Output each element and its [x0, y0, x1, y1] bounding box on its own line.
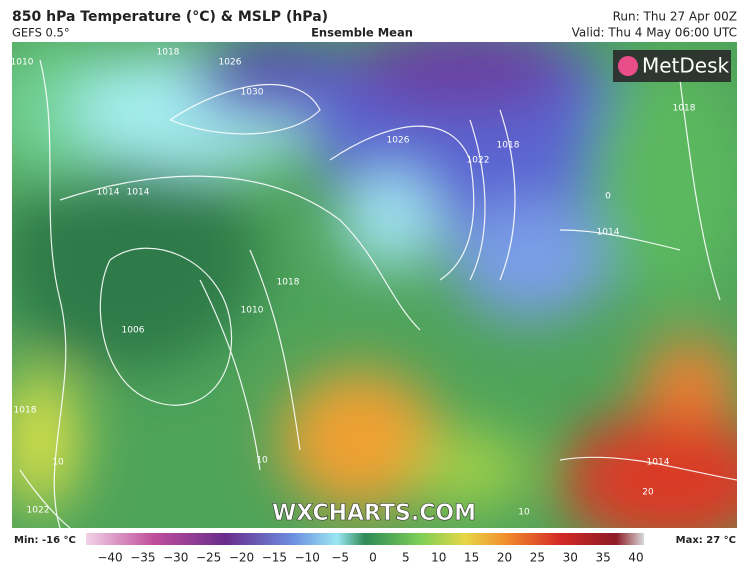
- colorbar-tick: 30: [563, 551, 578, 565]
- min-label: Min: -16 °C: [14, 535, 76, 546]
- isobar-label: 1018: [673, 104, 696, 114]
- isobar-label: 1026: [387, 136, 410, 146]
- colorbar-tick: 40: [628, 551, 643, 565]
- colorbar-tick: 0: [369, 551, 377, 565]
- colorbar-tick: −35: [130, 551, 155, 565]
- isobar-label: 1014: [97, 188, 120, 198]
- colorbar: [86, 533, 644, 545]
- isobar-label: 1018: [277, 278, 300, 288]
- isobar-label: 1014: [647, 458, 670, 468]
- isobar-label: 1026: [219, 58, 242, 68]
- valid: Valid: Thu 4 May 06:00 UTC: [572, 26, 737, 40]
- colorbar-tick: 35: [595, 551, 610, 565]
- colorbar-tick: 10: [431, 551, 446, 565]
- isobar-label: 1022: [467, 156, 490, 166]
- colorbar-tick: −25: [196, 551, 221, 565]
- isobar-label: 0: [605, 192, 611, 202]
- map: [12, 42, 737, 528]
- isobar-label: 10: [52, 458, 64, 468]
- isobar-label: 1014: [597, 228, 620, 238]
- subtitle: Ensemble Mean: [311, 26, 413, 40]
- watermark: WXCHARTS.COM: [272, 501, 476, 526]
- colorbar-tick: −15: [262, 551, 287, 565]
- colorbar-tick: 20: [497, 551, 512, 565]
- isobar-label: 1018: [497, 141, 520, 151]
- colorbar-tick: −10: [295, 551, 320, 565]
- isobar-label: 1014: [127, 188, 150, 198]
- colorbar-tick: −40: [97, 551, 122, 565]
- isobar-label: 10: [518, 508, 530, 518]
- isobars: [19, 59, 737, 528]
- model: GEFS 0.5°: [12, 26, 70, 40]
- isobar-label: 10: [256, 456, 268, 466]
- isobar-label: 1030: [241, 88, 264, 98]
- isobar-label: 20: [642, 488, 654, 498]
- colorbar-tick: 15: [464, 551, 479, 565]
- title: 850 hPa Temperature (°C) & MSLP (hPa): [12, 9, 328, 25]
- isobar-label: 1018: [157, 48, 180, 58]
- isobar-label: 1022: [27, 506, 50, 516]
- max-label: Max: 27 °C: [676, 535, 736, 546]
- isobar-label: 1010: [241, 306, 264, 316]
- colorbar-tick: −20: [229, 551, 254, 565]
- colorbar-tick: −5: [331, 551, 349, 565]
- logo: MetDesk: [642, 54, 730, 78]
- isobar-label: 1006: [122, 326, 145, 336]
- colorbar-tick: 5: [402, 551, 410, 565]
- colorbar-tick: −30: [163, 551, 188, 565]
- logo-icon: [618, 56, 638, 76]
- isobar-label: 1010: [11, 58, 34, 68]
- run: Run: Thu 27 Apr 00Z: [613, 10, 737, 24]
- colorbar-tick: 25: [530, 551, 545, 565]
- isobar-label: 1018: [14, 406, 37, 416]
